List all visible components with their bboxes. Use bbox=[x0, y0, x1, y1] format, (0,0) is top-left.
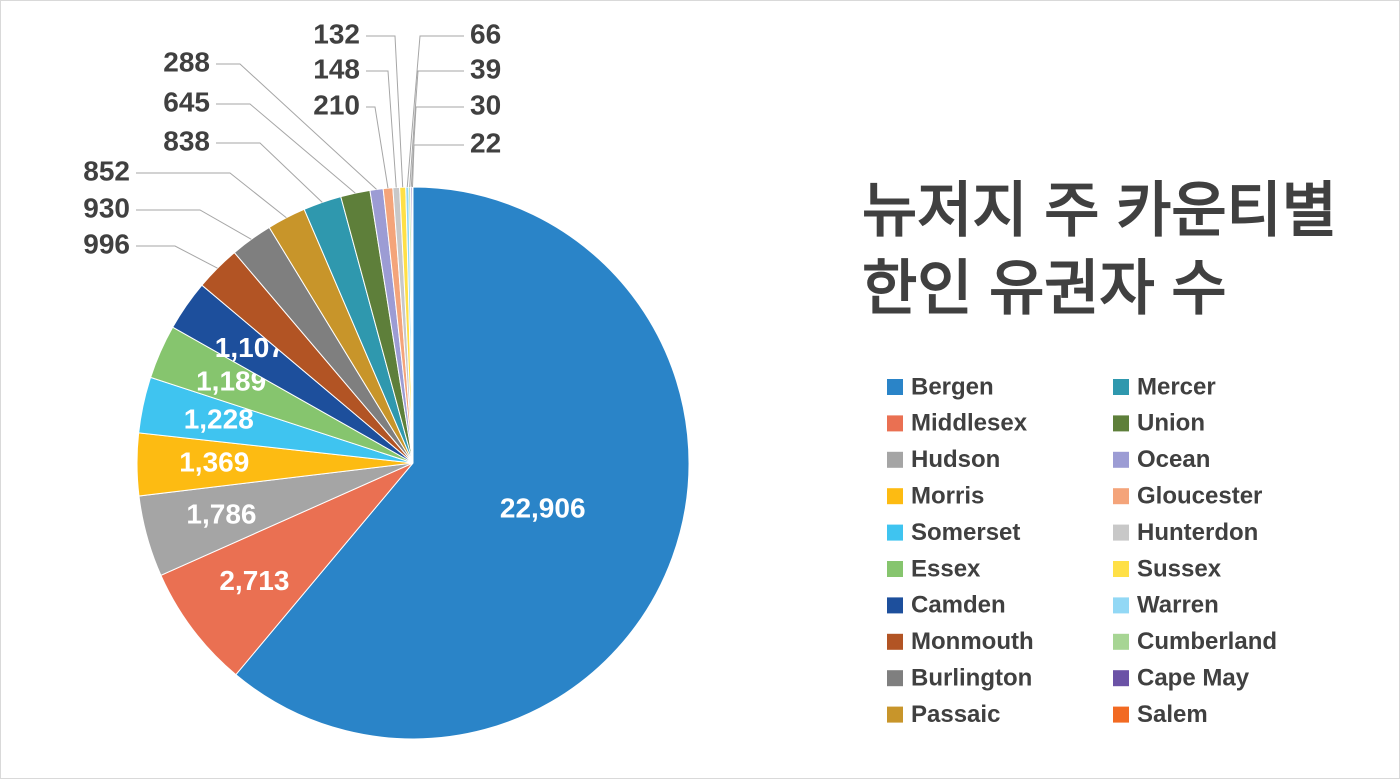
leader-line bbox=[410, 106, 464, 188]
data-label: 22,906 bbox=[500, 493, 586, 524]
legend-swatch bbox=[887, 597, 903, 614]
legend-label: Middlesex bbox=[911, 410, 1028, 437]
leader-line bbox=[409, 70, 464, 188]
data-label: 930 bbox=[83, 192, 130, 223]
leader-line bbox=[136, 172, 287, 219]
legend-swatch bbox=[1113, 415, 1129, 432]
legend-label: Ocean bbox=[1137, 446, 1210, 473]
data-label: 288 bbox=[163, 46, 210, 77]
legend-swatch bbox=[1113, 561, 1129, 577]
pie-slice bbox=[160, 462, 414, 676]
legend-label: Bergen bbox=[911, 373, 994, 400]
legend-label: Union bbox=[1137, 410, 1205, 437]
legend-swatch bbox=[1113, 597, 1129, 614]
data-label: 838 bbox=[163, 125, 210, 156]
legend-swatch bbox=[887, 379, 903, 395]
legend-label: Gloucester bbox=[1137, 483, 1262, 510]
data-label: 132 bbox=[313, 18, 360, 49]
legend-swatch bbox=[887, 451, 903, 468]
data-label: 148 bbox=[313, 53, 360, 84]
data-label: 22 bbox=[470, 127, 501, 158]
legend-label: Essex bbox=[911, 555, 981, 582]
data-label: 996 bbox=[83, 228, 130, 259]
legend-swatch bbox=[1113, 379, 1129, 395]
legend-swatch bbox=[1113, 670, 1129, 687]
legend-swatch bbox=[887, 415, 903, 432]
leader-line bbox=[216, 103, 356, 194]
legend-swatch bbox=[1113, 451, 1129, 468]
legend-label: Salem bbox=[1137, 701, 1208, 728]
data-label: 1,228 bbox=[184, 403, 254, 434]
legend-label: Somerset bbox=[911, 519, 1020, 546]
legend-swatch bbox=[1113, 488, 1129, 505]
chart-title: 뉴저지 주 카운티별 한인 유권자 수 bbox=[862, 177, 1337, 322]
leader-line bbox=[216, 63, 377, 190]
legend-swatch bbox=[887, 561, 903, 577]
data-label: 210 bbox=[313, 89, 360, 120]
leader-line bbox=[366, 106, 389, 189]
legend-swatch bbox=[887, 670, 903, 687]
legend-label: Sussex bbox=[1137, 555, 1222, 582]
legend-label: Passaic bbox=[911, 701, 1000, 728]
legend-label: Cumberland bbox=[1137, 628, 1277, 655]
data-label: 645 bbox=[163, 86, 210, 117]
legend-swatch bbox=[887, 633, 903, 650]
legend-label: Burlington bbox=[911, 665, 1032, 692]
data-label: 30 bbox=[470, 89, 501, 120]
legend-label: Hunterdon bbox=[1137, 519, 1258, 546]
legend-swatch bbox=[1113, 524, 1129, 541]
legend-label: Monmouth bbox=[911, 628, 1034, 655]
legend-swatch bbox=[887, 488, 903, 505]
legend-label: Morris bbox=[911, 483, 984, 510]
pie-slice bbox=[411, 186, 414, 464]
leader-line bbox=[366, 70, 397, 188]
leader-line bbox=[216, 142, 323, 203]
leader-line bbox=[136, 209, 252, 240]
leader-line bbox=[411, 144, 464, 188]
leader-line bbox=[406, 35, 464, 188]
data-label: 852 bbox=[83, 155, 130, 186]
legend-label: Cape May bbox=[1137, 665, 1250, 692]
data-label: 66 bbox=[470, 18, 501, 49]
leader-line bbox=[136, 245, 218, 269]
legend-swatch bbox=[887, 706, 903, 723]
legend-swatch bbox=[1113, 706, 1129, 723]
leader-line bbox=[366, 35, 404, 188]
data-label: 2,713 bbox=[219, 565, 289, 596]
legend-swatch bbox=[1113, 633, 1129, 650]
pie-slice bbox=[235, 186, 690, 740]
data-label: 39 bbox=[470, 53, 501, 84]
legend-label: Camden bbox=[911, 592, 1006, 619]
legend-label: Hudson bbox=[911, 446, 1000, 473]
legend-swatch bbox=[887, 524, 903, 541]
data-label: 1,369 bbox=[179, 446, 249, 477]
legend-label: Warren bbox=[1137, 592, 1219, 619]
data-label: 1,786 bbox=[186, 498, 256, 529]
legend-label: Mercer bbox=[1137, 373, 1216, 400]
